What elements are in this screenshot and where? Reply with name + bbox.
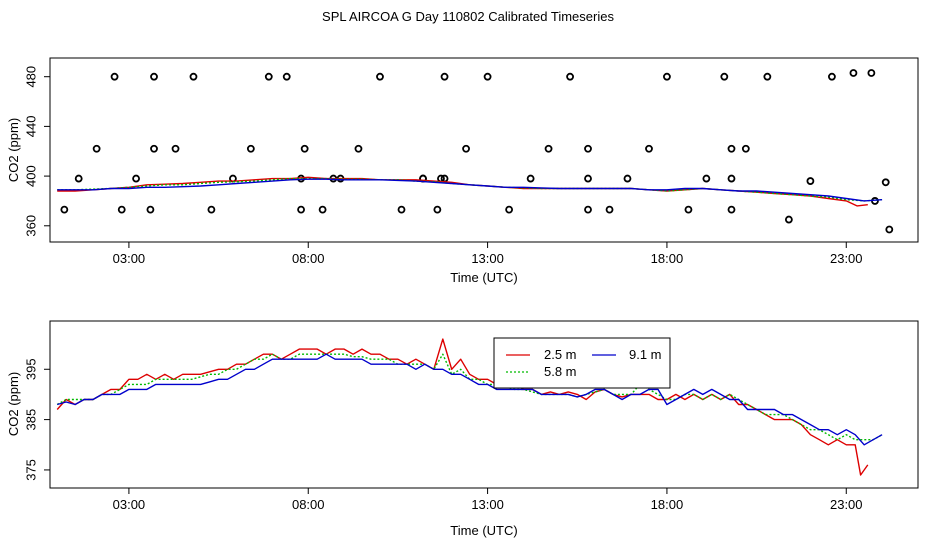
data-point [584, 144, 592, 153]
bottom-x-tick-label: 23:00 [830, 497, 863, 512]
data-point [741, 144, 750, 153]
bottom-x-axis-label: Time (UTC) [450, 523, 517, 538]
series-line-5-8-m [57, 177, 883, 202]
data-point [623, 174, 632, 183]
bottom-x-tick-label: 08:00 [292, 497, 325, 512]
data-point [440, 72, 449, 81]
data-point [146, 205, 155, 214]
top-y-axis-label: CO2 (ppm) [6, 118, 21, 182]
data-point [645, 144, 653, 153]
data-point [544, 144, 553, 153]
bottom-x-tick-label: 13:00 [471, 497, 504, 512]
data-point [584, 174, 592, 183]
data-point [376, 72, 384, 81]
data-point [397, 205, 406, 214]
data-point [433, 205, 442, 214]
data-point [763, 72, 772, 81]
data-point [297, 205, 305, 214]
top-y-axis: 360 400 440 480 [23, 66, 50, 237]
legend-label-2-5m: 2.5 m [544, 347, 577, 362]
bottom-plot-frame [49, 320, 919, 489]
data-point [505, 205, 514, 214]
bottom-y-tick-label: 375 [23, 459, 38, 481]
bottom-y-axis: 375 385 395 [23, 358, 50, 481]
series-line-2-5-m [56, 338, 869, 476]
legend: 2.5 m 9.1 m 5.8 m [493, 337, 671, 389]
data-point [702, 174, 711, 183]
series-line-5-8-m [56, 353, 883, 441]
data-point [300, 144, 309, 153]
data-point [584, 205, 592, 214]
top-x-tick-label: 08:00 [292, 251, 325, 266]
data-point [663, 72, 671, 81]
top-x-axis-label: Time (UTC) [450, 270, 517, 285]
data-point [885, 225, 894, 234]
bottom-x-tick-label: 18:00 [651, 497, 684, 512]
data-point [784, 215, 793, 224]
figure-title: SPL AIRCOA G Day 110802 Calibrated Times… [322, 9, 614, 24]
series-line-9-1-m [57, 178, 883, 202]
top-x-tick-label: 03:00 [113, 251, 146, 266]
top-x-tick-label: 23:00 [830, 251, 863, 266]
data-point [727, 144, 736, 153]
data-point [171, 144, 180, 153]
data-point [720, 72, 729, 81]
legend-label-5-8m: 5.8 m [544, 364, 577, 379]
data-point [92, 144, 101, 153]
bottom-y-axis-label: CO2 (ppm) [6, 372, 21, 436]
data-point [605, 205, 614, 214]
top-y-tick-label: 480 [23, 66, 38, 88]
series-line-9-1-m [57, 353, 883, 446]
top-y-tick-label: 360 [23, 215, 38, 237]
top-panel: 360 400 440 480 03:00 08:00 13:00 18:00 23:00 T… [6, 57, 919, 285]
top-plot-frame [49, 57, 919, 243]
data-point [849, 69, 858, 77]
data-point [74, 174, 83, 183]
data-point [881, 178, 890, 187]
data-point [526, 174, 535, 183]
data-point [318, 205, 327, 214]
bottom-y-tick-label: 385 [23, 409, 38, 431]
data-point [264, 72, 273, 81]
top-x-tick-label: 13:00 [471, 251, 504, 266]
data-point [806, 177, 815, 185]
data-point [867, 69, 876, 77]
data-point [566, 72, 574, 81]
data-point [354, 144, 363, 153]
data-point [282, 72, 291, 81]
data-point [189, 72, 198, 81]
data-point [60, 205, 69, 214]
top-x-axis: 03:00 08:00 13:00 18:00 23:00 [113, 242, 863, 266]
data-point [207, 205, 216, 214]
top-points-layer [60, 69, 894, 234]
bottom-y-tick-label: 395 [23, 358, 38, 380]
data-point [246, 144, 255, 153]
data-point [462, 144, 470, 153]
data-point [684, 205, 693, 214]
top-x-tick-label: 18:00 [651, 251, 684, 266]
legend-label-9-1m: 9.1 m [629, 347, 662, 362]
data-point [110, 72, 119, 81]
top-y-tick-label: 400 [23, 165, 38, 187]
data-point [483, 72, 492, 81]
data-point [828, 72, 836, 81]
data-point [727, 205, 736, 214]
bottom-x-tick-label: 03:00 [113, 497, 146, 512]
data-point [150, 144, 158, 153]
bottom-x-axis: 03:00 08:00 13:00 18:00 23:00 [113, 488, 863, 512]
data-point [132, 174, 140, 183]
legend-box [493, 337, 671, 389]
bottom-lines-layer [56, 338, 883, 476]
data-point [117, 205, 126, 214]
bottom-panel: 375 385 395 03:00 08:00 13:00 18:00 23:00 Time… [6, 320, 919, 538]
data-point [150, 72, 158, 81]
data-point [727, 174, 736, 183]
top-lines-layer [57, 176, 883, 207]
top-y-tick-label: 440 [23, 116, 38, 138]
